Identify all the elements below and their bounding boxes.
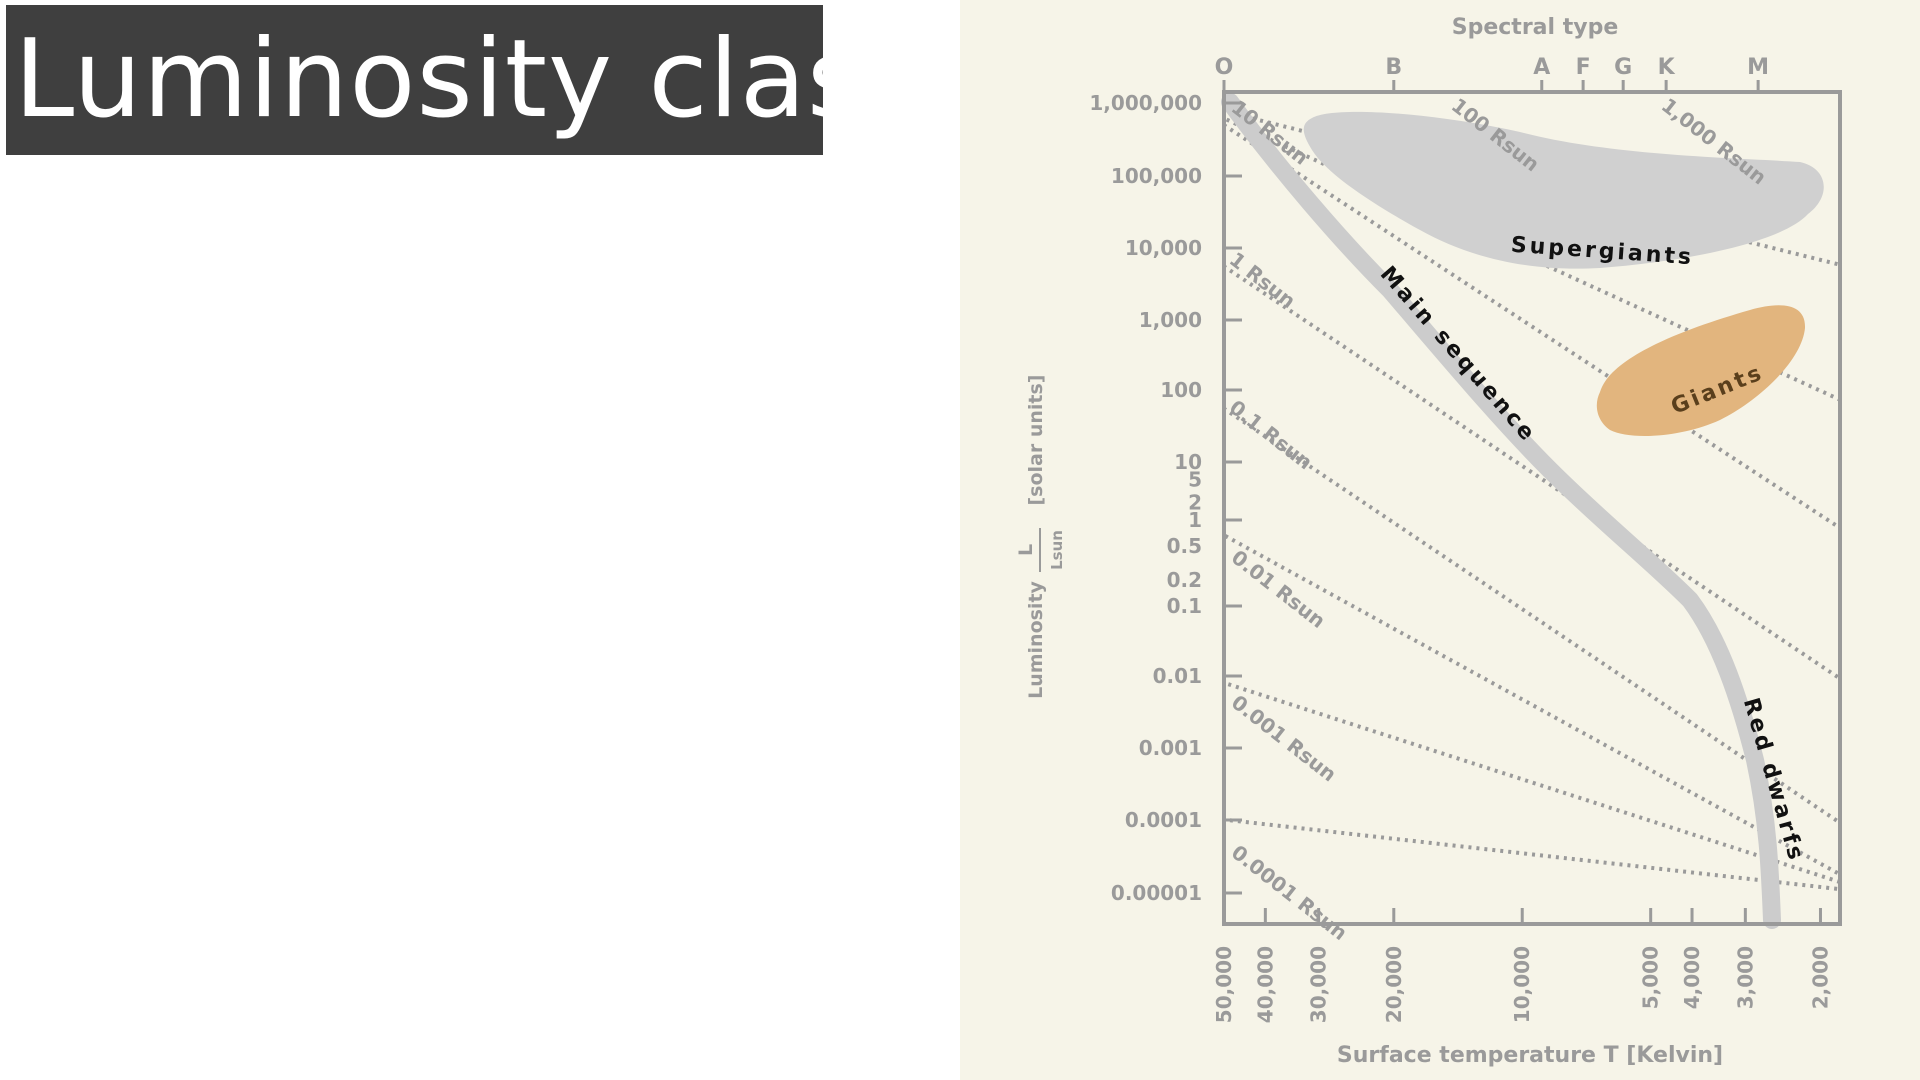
y-axis-title-unit: [solar units] — [1025, 374, 1047, 505]
hr-diagram-panel: Supergiants Giants Main sequence Red dwa… — [960, 0, 1920, 1080]
y-tick-label: 1,000 — [1139, 308, 1202, 332]
y-tick-label: 0.1 — [1167, 594, 1202, 618]
supergiants-region — [1303, 111, 1824, 269]
spectral-type-axis-title: Spectral type — [1452, 15, 1619, 40]
radius-line — [1224, 122, 1840, 531]
x-axis-ticks: 50,000 40,000 30,000 20,000 10,000 5,000 4,000… — [1212, 908, 1832, 1023]
main-sequence-label: Main sequence — [1375, 262, 1541, 448]
spectral-type-label: F — [1576, 55, 1591, 80]
x-tick-label: 40,000 — [1253, 946, 1277, 1023]
slide-title-bar: Luminosity class — [6, 5, 920, 155]
x-tick-label: 10,000 — [1510, 946, 1534, 1023]
x-tick-label: 5,000 — [1639, 946, 1663, 1009]
y-tick-label: 1,000,000 — [1089, 91, 1202, 115]
x-tick-label: 20,000 — [1382, 946, 1406, 1023]
x-tick-label: 50,000 — [1212, 946, 1236, 1023]
x-tick-label: 2,000 — [1808, 946, 1832, 1009]
y-axis-title-group: Luminosity L Lsun [solar units] — [1015, 374, 1066, 698]
y-tick-label: 0.2 — [1167, 568, 1202, 592]
radius-line-label: 0.001 Rsun — [1227, 690, 1341, 786]
y-axis-fraction-numerator: L — [1015, 544, 1037, 556]
spectral-type-label: B — [1385, 55, 1402, 80]
y-tick-label: 0.00001 — [1111, 881, 1202, 905]
x-axis-title: Surface temperature T [Kelvin] — [1337, 1043, 1723, 1068]
radius-line-label: 0.01 Rsun — [1227, 545, 1330, 633]
y-tick-label: 0.001 — [1139, 736, 1202, 760]
spectral-type-label: K — [1658, 55, 1676, 80]
x-tick-label: 30,000 — [1307, 946, 1331, 1023]
y-tick-label: 0.0001 — [1125, 808, 1202, 832]
spectral-type-label: M — [1747, 55, 1769, 80]
slide-title: Luminosity class — [14, 17, 922, 142]
y-axis-title-main: Luminosity — [1025, 580, 1047, 698]
radius-line — [1224, 406, 1840, 826]
spectral-type-label: O — [1215, 55, 1234, 80]
y-tick-label: 1 — [1188, 508, 1202, 532]
spectral-type-label: A — [1533, 55, 1550, 80]
y-tick-label: 0.5 — [1167, 534, 1202, 558]
y-tick-label: 100,000 — [1111, 164, 1202, 188]
y-tick-label: 10 — [1174, 450, 1202, 474]
y-axis-fraction-denominator: Lsun — [1048, 530, 1066, 570]
hr-diagram: Supergiants Giants Main sequence Red dwa… — [1015, 15, 1842, 1068]
spectral-type-label: G — [1614, 55, 1632, 80]
y-tick-label: 5 — [1188, 467, 1202, 491]
radius-line — [1224, 263, 1840, 681]
y-tick-label: 0.01 — [1153, 664, 1202, 688]
radius-line — [1224, 817, 1840, 892]
giants-region — [1596, 305, 1806, 436]
y-tick-label: 2 — [1188, 491, 1202, 515]
radius-line-label: 1 Rsun — [1225, 247, 1300, 313]
plot-frame — [1222, 90, 1842, 926]
radius-line-label: 0.0001 Rsun — [1227, 840, 1352, 945]
y-tick-label: 10,000 — [1125, 236, 1202, 260]
x-tick-label: 3,000 — [1733, 946, 1757, 1009]
x-tick-label: 4,000 — [1680, 946, 1704, 1009]
main-sequence-band — [1221, 93, 1781, 929]
y-tick-label: 100 — [1160, 378, 1202, 402]
